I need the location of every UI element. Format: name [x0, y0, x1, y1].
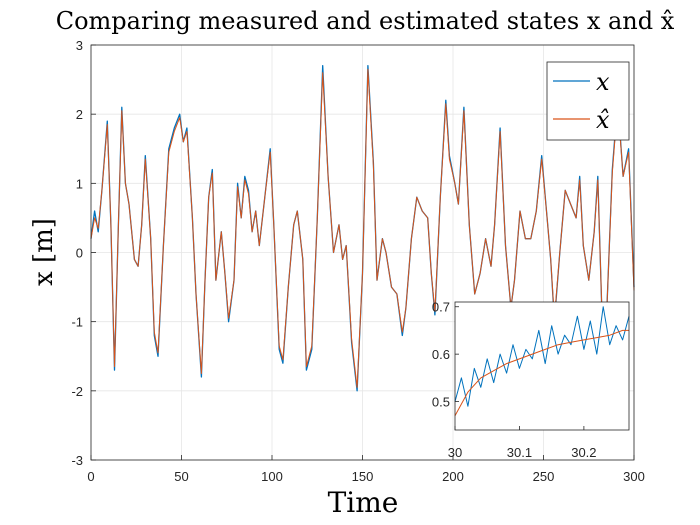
inset-x-tick-label: 30.1	[507, 445, 532, 460]
inset-axis-ticks: 30 30.1 30.2 0.5 0.6 0.7	[432, 300, 597, 460]
x-tick-label: 0	[87, 469, 94, 484]
chart-title: Comparing measured and estimated states …	[56, 7, 675, 35]
series-lines	[90, 65, 635, 392]
y-tick-label: 1	[76, 176, 83, 191]
inset-x-tick-label: 30	[448, 445, 462, 460]
y-tick-label: 2	[76, 107, 83, 122]
axis-ticks: 0 50 100 150 200 250 300 -3 -2 -1 0 1 2 3	[71, 38, 644, 484]
inset-axes-box	[454, 301, 630, 431]
legend-label-x: x	[596, 68, 610, 96]
inset-chart: 30 30.1 30.2 0.5 0.6 0.7	[432, 300, 630, 460]
y-tick-label: -2	[71, 384, 83, 399]
x-tick-label: 300	[623, 469, 645, 484]
legend: x x̂	[546, 61, 630, 141]
y-tick-label: -3	[71, 453, 83, 468]
y-tick-label: 0	[76, 246, 83, 261]
inset-x-tick-label: 30.2	[571, 445, 596, 460]
y-tick-label: -1	[71, 315, 83, 330]
inset-plot-area	[455, 302, 629, 430]
y-axis-label: x [m]	[29, 218, 59, 286]
x-tick-label: 250	[533, 469, 555, 484]
inset-series-x-line	[454, 306, 630, 407]
x-tick-label: 50	[174, 469, 188, 484]
series-xhat-line	[90, 68, 635, 388]
inset-y-tick-label: 0.7	[432, 300, 450, 315]
inset-y-tick-label: 0.6	[432, 347, 450, 362]
inset-series-xhat-line	[454, 329, 629, 417]
inset-series-lines	[454, 306, 630, 417]
inset-y-tick-label: 0.5	[432, 395, 450, 410]
x-tick-label: 200	[442, 469, 464, 484]
x-axis-label: Time	[328, 486, 399, 519]
y-tick-label: 3	[76, 38, 83, 53]
x-tick-label: 150	[352, 469, 374, 484]
x-tick-label: 100	[261, 469, 283, 484]
legend-label-xhat: x̂	[596, 106, 610, 134]
legend-box	[546, 61, 630, 141]
